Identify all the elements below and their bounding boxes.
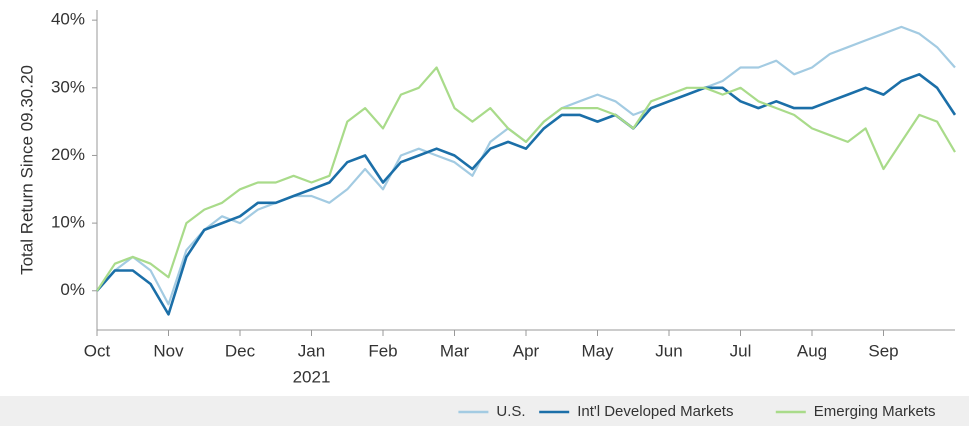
y-tick-label: 10% xyxy=(51,213,85,232)
x-tick-label: Oct xyxy=(84,341,111,360)
x-tick-label: Feb xyxy=(368,341,397,360)
y-tick-label: 20% xyxy=(51,145,85,164)
x-tick-label: Dec xyxy=(225,341,256,360)
x-tick-label: Nov xyxy=(153,341,184,360)
y-axis-label: Total Return Since 09.30.20 xyxy=(17,65,36,275)
x-tick-label: Jun xyxy=(655,341,682,360)
legend-label: Emerging Markets xyxy=(814,403,936,420)
legend-label: Int'l Developed Markets xyxy=(577,403,733,420)
x-tick-label: Aug xyxy=(797,341,827,360)
series-line xyxy=(96,66,956,292)
legend-label: U.S. xyxy=(496,403,525,420)
y-tick-label: 40% xyxy=(51,10,85,29)
x-tick-label: Jul xyxy=(730,341,752,360)
x-tick-label: Mar xyxy=(440,341,470,360)
y-tick-label: 0% xyxy=(60,280,85,299)
x-tick-label: Sep xyxy=(868,341,898,360)
x-tick-label: Jan xyxy=(298,341,325,360)
series-line xyxy=(96,73,957,316)
y-tick-label: 30% xyxy=(51,77,85,96)
x-year-label: 2021 xyxy=(293,367,331,386)
x-tick-label: Apr xyxy=(513,341,540,360)
x-tick-label: May xyxy=(581,341,614,360)
